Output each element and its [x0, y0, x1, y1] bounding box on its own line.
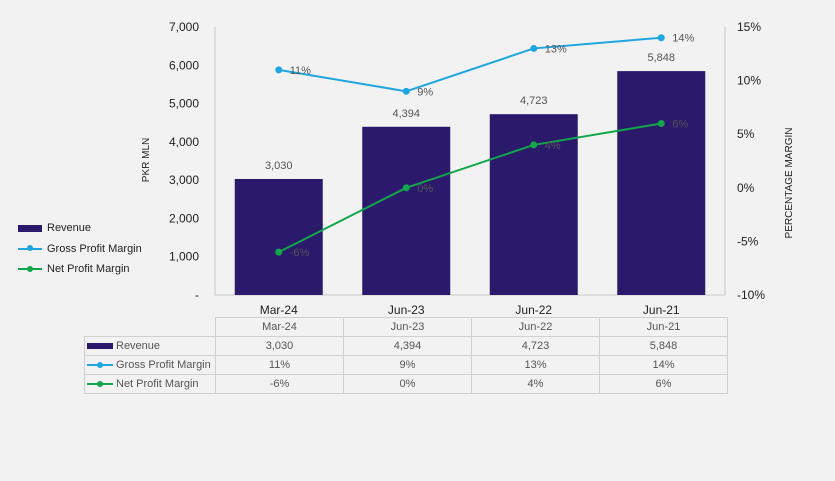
y-tick-label: 4,000	[169, 135, 199, 149]
row-label-text: Net Profit Margin	[116, 378, 199, 390]
chart-axes: - 1,000 2,000 3,000 4,000 5,000 6,000 7,000 -10%…	[169, 20, 765, 317]
y-tick-label: 3,000	[169, 173, 199, 187]
data-table-cell: 3,030	[215, 336, 344, 356]
table-key-revenue	[87, 343, 113, 350]
y-tick-label: 2,000	[169, 211, 199, 225]
x-tick-label: Jun-23	[388, 303, 425, 317]
data-table-cell: 13%	[471, 355, 600, 375]
margin-point	[275, 248, 283, 256]
data-table-header-row: Mar-24 Jun-23 Jun-22 Jun-21	[84, 317, 728, 337]
data-table-cell: 11%	[215, 355, 344, 375]
revenue-bar	[489, 114, 578, 295]
x-tick-label: Jun-22	[515, 303, 552, 317]
chart-legend: Revenue Gross Profit Margin Net Profit M…	[18, 218, 142, 280]
data-table-row-gross-margin: Gross Profit Margin 11% 9% 13% 14%	[84, 355, 728, 375]
legend-item-revenue: Revenue	[18, 218, 142, 239]
margin-lines	[275, 34, 665, 256]
line-data-label: 14%	[672, 33, 694, 45]
y2-tick-label: 5%	[737, 127, 755, 141]
data-table: Mar-24 Jun-23 Jun-22 Jun-21 Revenue 3,03…	[84, 317, 728, 394]
legend-label-gross-margin: Gross Profit Margin	[47, 242, 142, 255]
revenue-bars	[234, 71, 706, 296]
y-tick-label: 7,000	[169, 20, 199, 34]
revenue-bar	[362, 126, 451, 295]
table-key-net-margin	[87, 380, 113, 387]
data-table-header: Jun-22	[471, 317, 600, 337]
data-table-cell: -6%	[215, 374, 344, 394]
y-tick-label: -	[195, 288, 199, 302]
line-data-label: -6%	[290, 247, 310, 259]
bar-data-label: 3,030	[265, 160, 293, 172]
legend-item-net-margin: Net Profit Margin	[18, 259, 142, 280]
line-data-label: 4%	[545, 140, 561, 152]
data-table-header: Jun-23	[343, 317, 472, 337]
x-tick-label: Mar-24	[260, 303, 298, 317]
data-table-row-label: Revenue	[84, 336, 216, 356]
line-data-label: 6%	[672, 118, 688, 130]
data-table-cell: 4%	[471, 374, 600, 394]
legend-key-revenue	[18, 224, 42, 232]
bar-data-label: 5,848	[647, 52, 675, 64]
data-table-row-label: Net Profit Margin	[84, 374, 216, 394]
margin-point	[275, 66, 283, 74]
y-tick-label: 5,000	[169, 97, 199, 111]
y2-tick-label: -5%	[737, 234, 759, 248]
margin-line	[278, 122, 662, 254]
legend-label-revenue: Revenue	[47, 222, 92, 235]
legend-label-net-margin: Net Profit Margin	[47, 263, 130, 276]
margin-point	[530, 44, 538, 52]
row-label-text: Gross Profit Margin	[116, 359, 211, 371]
revenue-bar	[617, 71, 706, 296]
line-data-label: 13%	[545, 43, 567, 55]
data-table-row-revenue: Revenue 3,030 4,394 4,723 5,848	[84, 336, 728, 356]
data-table-cell: 9%	[343, 355, 472, 375]
data-table-row-net-margin: Net Profit Margin -6% 0% 4% 6%	[84, 374, 728, 394]
data-table-cell: 4,723	[471, 336, 600, 356]
line-data-label: 11%	[290, 65, 311, 77]
data-table-cell: 5,848	[599, 336, 728, 356]
margin-point	[657, 119, 665, 127]
data-table-corner	[84, 317, 216, 337]
line-data-label: 0%	[417, 183, 433, 195]
y-tick-label: 1,000	[169, 250, 199, 264]
data-table-cell: 0%	[343, 374, 472, 394]
y2-tick-label: -10%	[737, 288, 765, 302]
y2-tick-label: 15%	[737, 20, 761, 34]
data-table-header: Mar-24	[215, 317, 344, 337]
y2-tick-label: 10%	[737, 74, 761, 88]
chart-labels: 3,030 4,394 4,723 5,848 11% 9% 13% 14% -6% 0% 4% 6%	[265, 33, 695, 259]
data-table-row-label: Gross Profit Margin	[84, 355, 216, 375]
bar-data-label: 4,394	[392, 108, 420, 120]
legend-key-gross-margin	[18, 245, 42, 252]
line-data-label: 9%	[417, 86, 433, 98]
data-table-cell: 4,394	[343, 336, 472, 356]
margin-point	[402, 87, 410, 95]
data-table-cell: 14%	[599, 355, 728, 375]
y-tick-label: 6,000	[169, 58, 199, 72]
x-tick-label: Jun-21	[643, 303, 680, 317]
margin-point	[402, 184, 410, 192]
table-key-gross-margin	[87, 361, 113, 368]
margin-point	[530, 141, 538, 149]
margin-line	[278, 36, 662, 93]
row-label-text: Revenue	[116, 340, 161, 352]
margin-point	[657, 34, 665, 42]
y-axis-title: PKR MLN	[141, 138, 152, 182]
legend-item-gross-margin: Gross Profit Margin	[18, 239, 142, 260]
bar-data-label: 4,723	[520, 95, 548, 107]
y2-axis-title: PERCENTAGE MARGIN	[784, 128, 795, 239]
data-table-cell: 6%	[599, 374, 728, 394]
y2-tick-label: 0%	[737, 181, 755, 195]
data-table-header: Jun-21	[599, 317, 728, 337]
legend-key-net-margin	[18, 265, 42, 272]
